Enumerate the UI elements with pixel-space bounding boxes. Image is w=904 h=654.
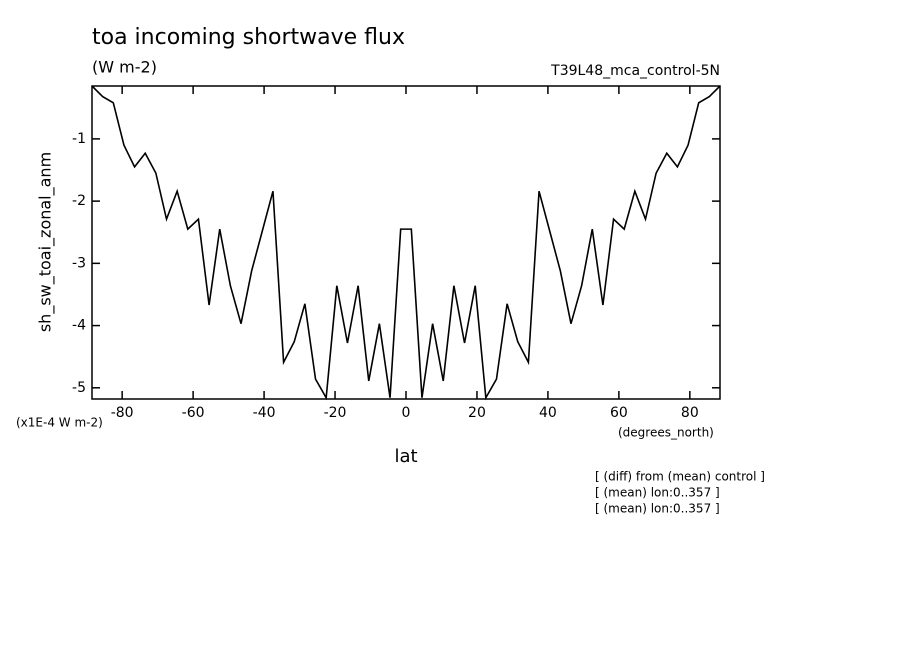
- x-units: (degrees_north): [618, 426, 714, 440]
- y-tick-label: -5: [72, 380, 86, 396]
- y-tick-label: -4: [72, 318, 86, 334]
- y-tick-label: -3: [72, 255, 86, 271]
- y-tick-label: -2: [72, 193, 86, 209]
- x-axis-label: lat: [394, 446, 417, 467]
- chart-subtitle: (W m-2): [92, 58, 157, 77]
- x-tick-label: 80: [681, 405, 699, 421]
- x-tick-label: -80: [111, 405, 134, 421]
- note: [ (diff) from (mean) control ]: [595, 470, 765, 484]
- dataset-label: T39L48_mca_control-5N: [550, 63, 720, 79]
- chart-title: toa incoming shortwave flux: [92, 25, 405, 50]
- x-tick-label: -20: [324, 405, 347, 421]
- x-tick-label: 60: [610, 405, 628, 421]
- x-tick-label: 0: [402, 405, 411, 421]
- plot-frame: [91, 85, 721, 400]
- note: [ (mean) lon:0..357 ]: [595, 502, 720, 516]
- note: [ (mean) lon:0..357 ]: [595, 486, 720, 500]
- x-tick-label: -40: [253, 405, 276, 421]
- x-tick-label: 20: [468, 405, 486, 421]
- x-tick-label: 40: [539, 405, 557, 421]
- data-line: [91, 85, 721, 401]
- y-axis-label: sh_sw_toai_zonal_anm: [36, 152, 56, 332]
- x-tick-label: -60: [182, 405, 205, 421]
- y-tick-label: -1: [72, 131, 86, 147]
- y-units: (x1E-4 W m-2): [16, 416, 103, 430]
